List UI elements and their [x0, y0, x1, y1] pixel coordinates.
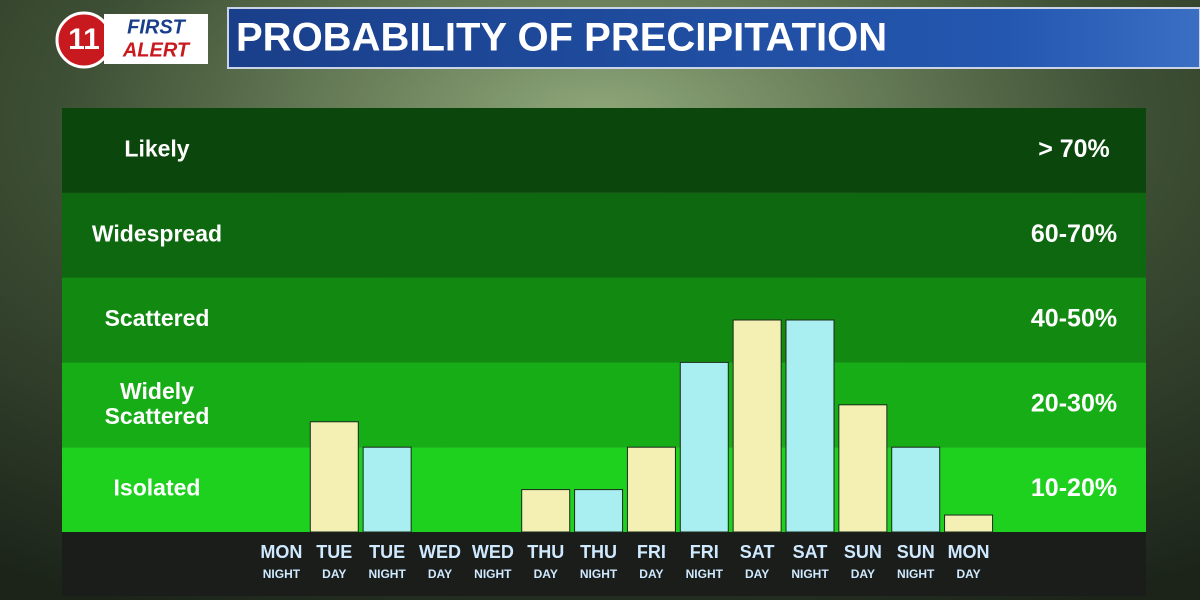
x-tick-period: NIGHT: [686, 567, 724, 581]
band-label: 10-20%: [1031, 474, 1117, 502]
x-tick-day: MON: [948, 542, 990, 562]
x-tick-day: FRI: [690, 542, 719, 562]
x-tick-day: SUN: [844, 542, 882, 562]
band-label: 60-70%: [1031, 220, 1117, 248]
x-tick-period: NIGHT: [474, 567, 512, 581]
label-strip: [62, 532, 1146, 596]
bar: [679, 361, 729, 533]
x-tick-period: DAY: [745, 567, 769, 581]
bar: [838, 404, 888, 533]
bar: [362, 446, 412, 533]
x-tick-period: DAY: [639, 567, 663, 581]
x-tick-period: DAY: [851, 567, 875, 581]
x-tick-day: TUE: [316, 542, 352, 562]
x-tick-period: DAY: [956, 567, 980, 581]
x-tick-period: NIGHT: [580, 567, 618, 581]
band-label: 40-50%: [1031, 305, 1117, 333]
band-name: Isolated: [114, 475, 201, 501]
x-tick-day: WED: [472, 542, 514, 562]
bar: [732, 319, 782, 533]
band: [62, 277, 1146, 363]
bar: [944, 514, 994, 533]
x-tick-day: THU: [527, 542, 564, 562]
band-name: Scattered: [105, 305, 210, 331]
x-tick-period: DAY: [534, 567, 558, 581]
x-tick-period: DAY: [428, 567, 452, 581]
logo-bottom: ALERT: [122, 39, 191, 61]
logo-box: [104, 14, 208, 64]
x-tick-day: TUE: [369, 542, 405, 562]
logo-top: FIRST: [127, 16, 187, 38]
x-tick-day: WED: [419, 542, 461, 562]
band-label: 20-30%: [1031, 389, 1117, 417]
chart-title: PROBABILITY OF PRECIPITATION: [236, 16, 887, 60]
logo: 11 FIRST ALERT: [55, 11, 208, 69]
logo-number: 11: [68, 23, 100, 56]
title-bar: [227, 7, 1200, 69]
x-tick-day: MON: [260, 542, 302, 562]
x-tick-period: NIGHT: [791, 567, 829, 581]
bar: [785, 319, 835, 533]
bar: [891, 446, 941, 533]
x-tick-period: NIGHT: [263, 567, 301, 581]
bar: [521, 489, 571, 533]
x-tick-day: SAT: [740, 542, 775, 562]
band: [62, 362, 1146, 448]
bar: [309, 421, 359, 533]
band: [62, 192, 1146, 278]
bar: [574, 489, 624, 533]
band-name: Widespread: [92, 220, 222, 246]
band-name: Likely: [124, 135, 189, 161]
x-tick-period: NIGHT: [368, 567, 406, 581]
band-label: > 70%: [1038, 135, 1110, 163]
x-tick-period: NIGHT: [897, 567, 935, 581]
x-tick-day: SUN: [897, 542, 935, 562]
x-tick-day: FRI: [637, 542, 666, 562]
x-tick-day: THU: [580, 542, 617, 562]
band-name: Widely Scattered: [105, 378, 210, 429]
bar: [626, 446, 676, 533]
band: [62, 108, 1146, 193]
x-tick-period: DAY: [322, 567, 346, 581]
x-tick-day: SAT: [793, 542, 828, 562]
